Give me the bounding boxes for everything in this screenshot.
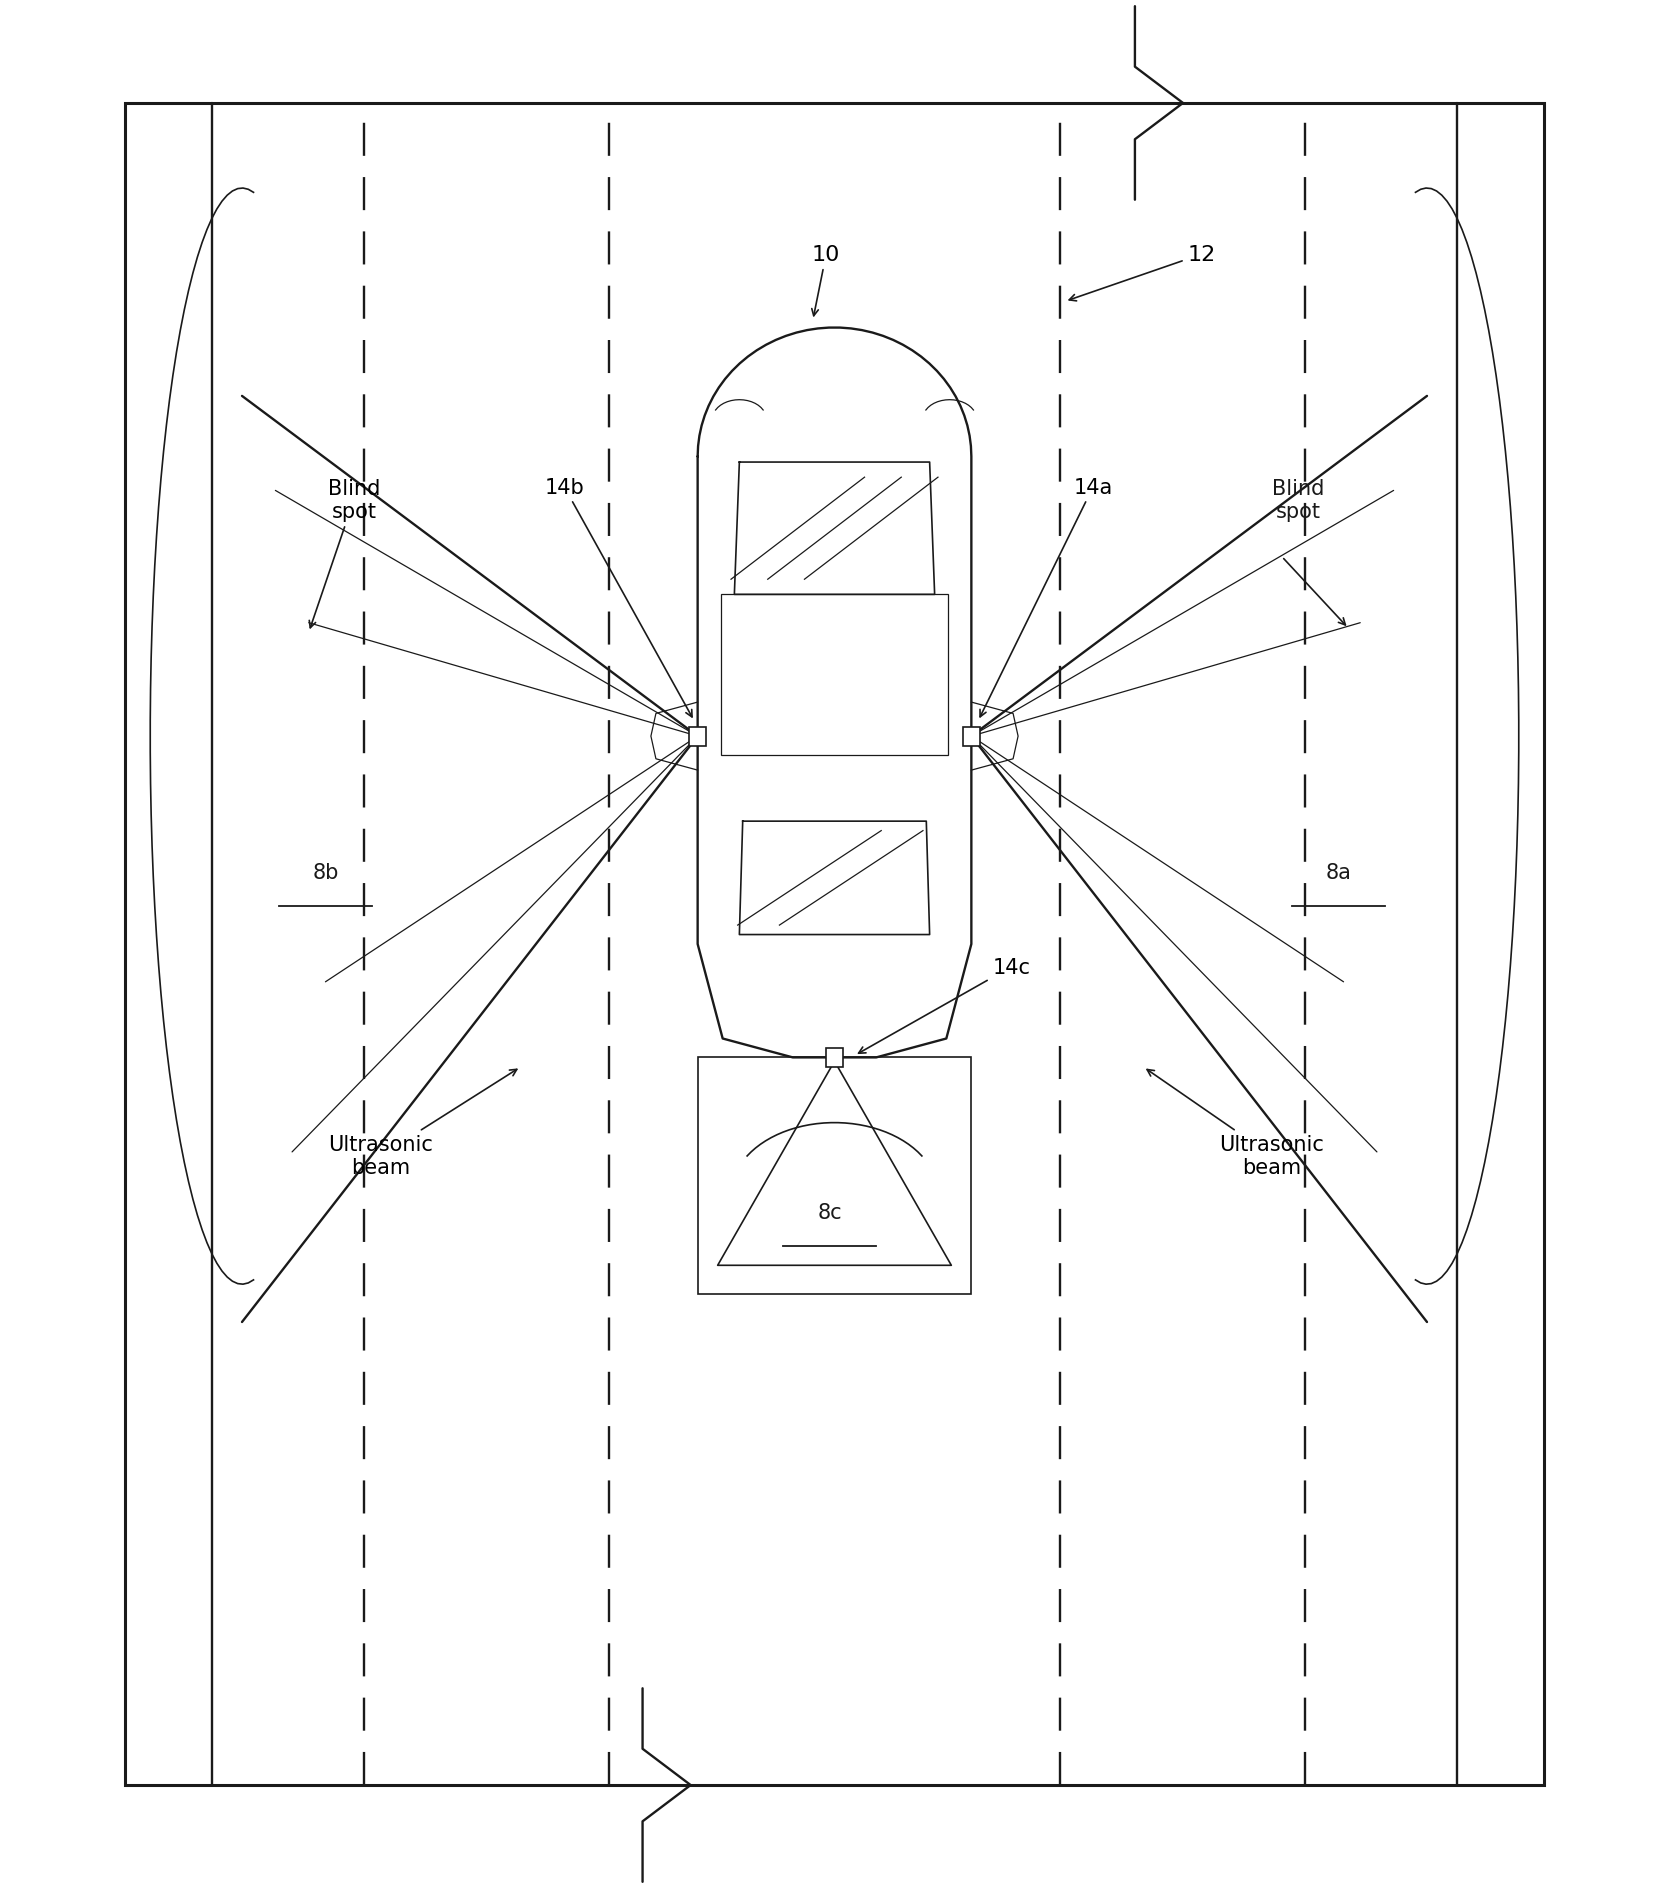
Text: 8a: 8a: [1325, 863, 1352, 882]
Text: Ultrasonic
beam: Ultrasonic beam: [1147, 1069, 1324, 1177]
Text: 14b: 14b: [544, 478, 693, 718]
Bar: [963, 727, 980, 746]
Text: 14a: 14a: [980, 478, 1113, 718]
Text: 8b: 8b: [312, 863, 339, 882]
Text: 12: 12: [1070, 246, 1215, 302]
Bar: [698, 1058, 971, 1294]
Text: 10: 10: [811, 246, 841, 317]
Text: Blind
spot: Blind spot: [309, 480, 381, 629]
Text: 14c: 14c: [858, 958, 1030, 1054]
Bar: [721, 595, 948, 756]
Bar: [689, 727, 706, 746]
Text: 8c: 8c: [818, 1203, 841, 1222]
Bar: [125, 104, 1544, 1785]
Text: Ultrasonic
beam: Ultrasonic beam: [329, 1069, 517, 1177]
Bar: [826, 1048, 843, 1067]
Text: Blind
spot: Blind spot: [1272, 480, 1325, 521]
